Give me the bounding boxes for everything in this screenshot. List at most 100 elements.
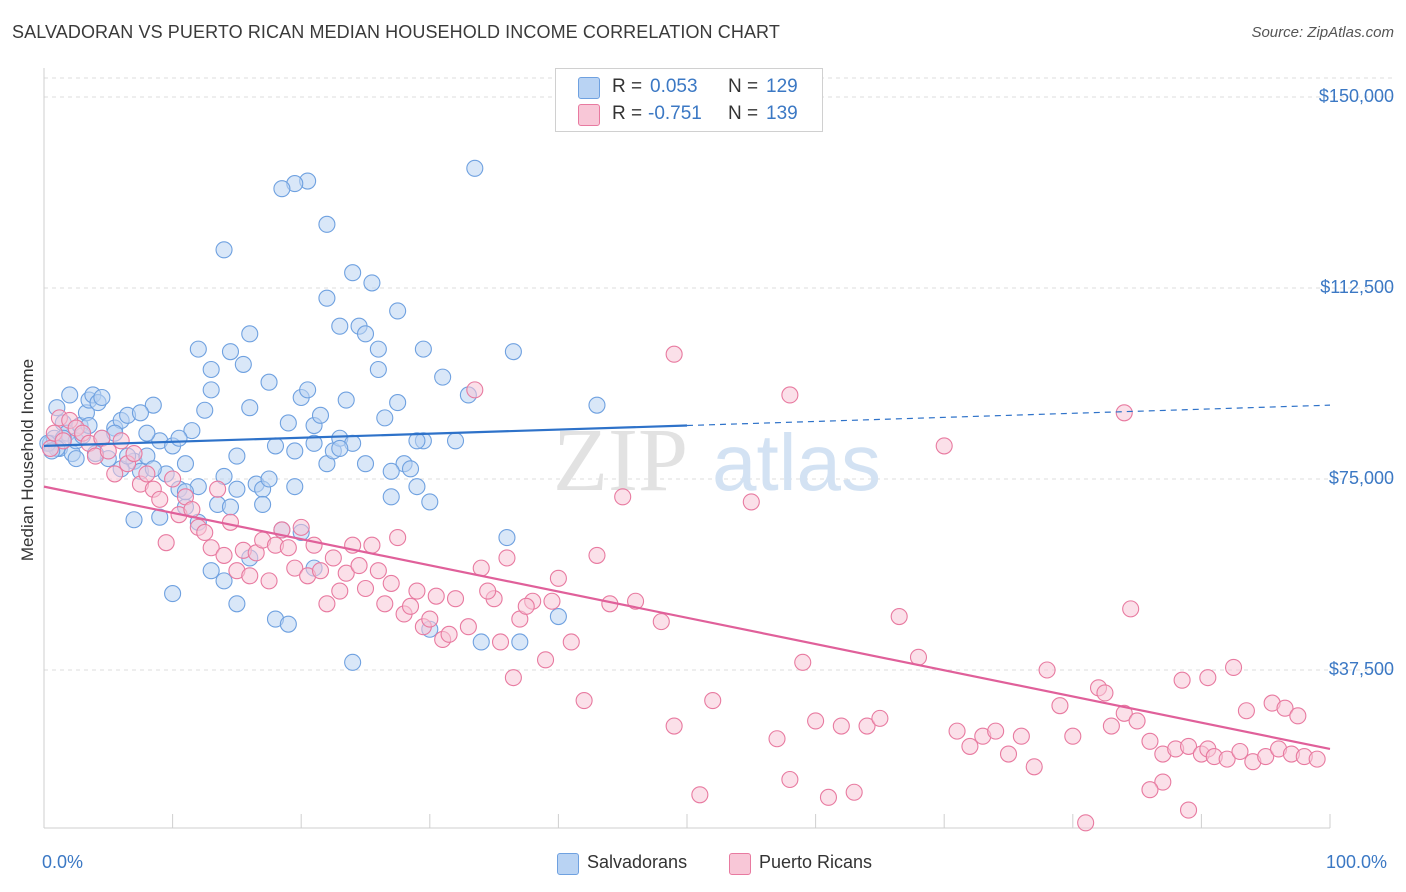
- puerto-rican-point: [279, 539, 297, 557]
- salvadoran-point: [331, 439, 349, 457]
- puerto-rican-point: [1141, 781, 1159, 799]
- y-tick-label: $150,000: [1318, 86, 1394, 106]
- puerto-rican-point: [987, 722, 1005, 740]
- salvadoran-point: [254, 495, 272, 514]
- salvadoran-point: [504, 343, 522, 361]
- trend-lines: [43, 404, 1331, 751]
- salvadoran-point: [382, 488, 400, 506]
- puerto-rican-point: [241, 567, 259, 585]
- puerto-rican-point: [704, 692, 722, 710]
- puerto-rican-point: [138, 465, 156, 483]
- puerto-rican-point: [479, 582, 497, 600]
- salvadoran-point: [279, 414, 297, 432]
- puerto-rican-point: [1038, 661, 1056, 679]
- puerto-rican-point: [871, 709, 889, 727]
- puerto-rican-point: [1231, 742, 1249, 761]
- puerto-ricans-swatch: [578, 104, 600, 126]
- legend-n-label: N =: [728, 76, 759, 97]
- puerto-rican-point: [543, 592, 561, 610]
- puerto-rican-point: [421, 610, 439, 628]
- puerto-rican-point: [1179, 801, 1198, 819]
- salvadoran-point: [344, 653, 362, 671]
- salvadoran-point: [273, 180, 291, 198]
- puerto-rican-point: [1179, 737, 1198, 755]
- puerto-rican-point: [665, 345, 683, 363]
- salvadoran-point: [421, 493, 439, 511]
- legend-n-label: N =: [728, 103, 759, 124]
- salvadoran-point: [511, 633, 529, 651]
- puerto-rican-point: [1257, 748, 1275, 766]
- x-tick-label-start: 0.0%: [42, 852, 84, 872]
- watermark-atlas: atlas: [712, 418, 881, 507]
- puerto-rican-point: [324, 549, 342, 567]
- puerto-rican-point: [890, 607, 908, 626]
- puerto-rican-point: [1218, 750, 1236, 768]
- puerto-rican-point: [376, 595, 394, 613]
- puerto-ricans-legend-swatch: [729, 853, 751, 875]
- puerto-rican-point: [292, 518, 310, 536]
- puerto-rican-point: [311, 562, 330, 580]
- salvadoran-point: [234, 355, 252, 373]
- puerto-rican-point: [459, 618, 477, 636]
- salvadoran-point: [286, 478, 304, 496]
- puerto-rican-point: [164, 470, 182, 488]
- salvadoran-point: [260, 373, 278, 391]
- salvadoran-point: [93, 388, 111, 407]
- salvadoran-point: [215, 241, 233, 259]
- legend-r-value: -0.751: [648, 103, 702, 124]
- puerto-rican-point: [427, 587, 445, 605]
- puerto-rican-point: [845, 783, 863, 801]
- puerto-rican-point: [446, 590, 465, 608]
- salvadoran-point: [472, 633, 490, 651]
- puerto-rican-point: [832, 717, 850, 735]
- salvadoran-point: [318, 289, 336, 307]
- salvadoran-point: [241, 399, 259, 417]
- salvadoran-point: [202, 381, 220, 399]
- puerto-rican-point: [742, 493, 760, 511]
- salvadoran-point: [228, 447, 246, 465]
- puerto-rican-point: [575, 692, 593, 710]
- puerto-rican-point: [209, 480, 227, 498]
- puerto-rican-point: [1199, 669, 1217, 687]
- puerto-rican-point: [401, 597, 420, 615]
- puerto-rican-point: [536, 651, 555, 669]
- puerto-rican-point: [948, 722, 966, 740]
- puerto-rican-point: [382, 574, 400, 592]
- salvadoran-point: [228, 480, 246, 498]
- salvadoran-point: [299, 381, 317, 399]
- puerto-rican-point: [1077, 814, 1095, 832]
- salvadorans-swatch: [578, 77, 600, 99]
- salvadoran-point: [434, 368, 452, 386]
- chart-title: SALVADORAN VS PUERTO RICAN MEDIAN HOUSEH…: [12, 22, 780, 42]
- salvadoran-point: [318, 215, 336, 233]
- puerto-rican-point: [999, 745, 1018, 763]
- puerto-rican-point: [517, 597, 535, 615]
- puerto-rican-point: [819, 788, 838, 806]
- salvadoran-point: [279, 615, 297, 633]
- salvadoran-point: [408, 432, 426, 450]
- salvadoran-point: [196, 401, 214, 419]
- puerto-rican-point: [768, 730, 786, 748]
- salvadoran-point: [144, 396, 162, 414]
- puerto-rican-point: [1289, 707, 1307, 725]
- puerto-rican-point: [260, 572, 278, 590]
- salvadoran-point: [401, 460, 420, 478]
- puerto-rican-point: [106, 465, 124, 483]
- puerto-rican-point: [221, 513, 240, 531]
- salvadoran-point: [266, 437, 285, 455]
- puerto-rican-point: [1237, 702, 1255, 720]
- salvadoran-point: [241, 325, 259, 343]
- puerto-rican-trend-line: [43, 485, 1331, 751]
- salvadoran-point: [138, 424, 156, 442]
- puerto-ricans-legend-label: Puerto Ricans: [759, 852, 873, 872]
- puerto-rican-point: [99, 442, 117, 460]
- salvadoran-point: [382, 462, 400, 480]
- salvadoran-point: [125, 511, 143, 529]
- puerto-rican-point: [408, 582, 426, 600]
- x-tick-label-end: 100.0%: [1326, 852, 1388, 872]
- salvadoran-point: [221, 498, 240, 516]
- puerto-rican-point: [1154, 773, 1172, 791]
- puerto-rican-point: [369, 562, 387, 580]
- salvadoran-point: [189, 340, 207, 358]
